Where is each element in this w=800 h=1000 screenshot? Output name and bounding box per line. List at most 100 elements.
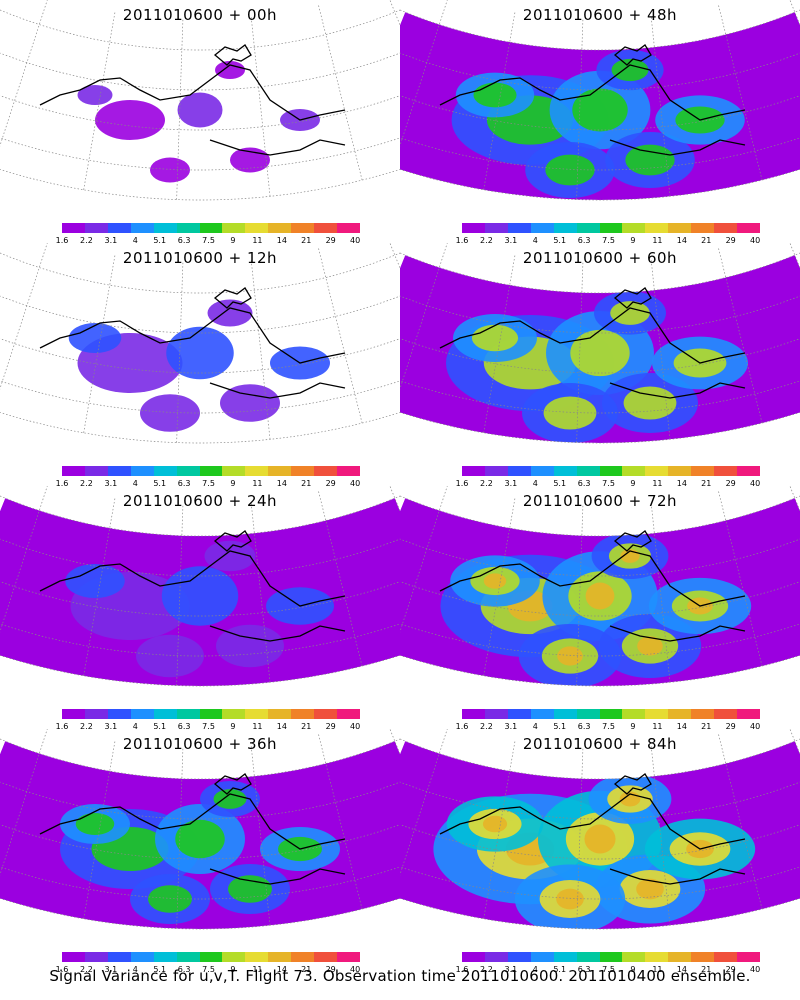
colorbar-swatch [199, 223, 223, 233]
colorbar-label: 14 [676, 479, 687, 488]
colorbar-label: 1.6 [455, 965, 469, 974]
colorbar-swatch [599, 466, 623, 476]
colorbar-swatch [153, 709, 177, 719]
colorbar-label: 11 [652, 236, 663, 245]
colorbar-label: 1.6 [455, 722, 469, 731]
colorbar-swatch [245, 223, 269, 233]
colorbar-swatch [737, 952, 760, 962]
colorbar-label: 3.1 [504, 236, 518, 245]
colorbar-label: 21 [301, 722, 312, 731]
colorbar-swatch [576, 952, 600, 962]
colorbar-label: 29 [725, 722, 736, 731]
colorbar-label: 4 [132, 236, 138, 245]
colorbar-label: 21 [301, 965, 312, 974]
colorbar-swatch [530, 466, 554, 476]
colorbar-label: 1.6 [55, 236, 69, 245]
colorbar-label: 5.1 [153, 722, 167, 731]
colorbar-labels: 1.6 2.2 3.1 4 5.1 6.3 7.5 9 11 14 21 29 40 [452, 236, 770, 246]
colorbar-label: 6.3 [177, 722, 191, 731]
colorbar-swatch [314, 223, 338, 233]
colorbar-label: 2.2 [80, 236, 93, 245]
colorbar-label: 2.2 [80, 479, 93, 488]
colorbar-label: 5.1 [553, 236, 567, 245]
colorbar-label: 11 [252, 236, 263, 245]
colorbar-label: 3.1 [104, 236, 118, 245]
colorbar-label: 2.2 [480, 236, 493, 245]
colorbar-swatch [199, 466, 223, 476]
colorbar-label: 7.5 [202, 479, 215, 488]
colorbar-label: 9 [630, 479, 636, 488]
colorbar-label: 9 [230, 722, 236, 731]
colorbar-label: 1.6 [455, 236, 469, 245]
colorbar-label: 6.3 [577, 965, 591, 974]
colorbar-swatch [553, 466, 577, 476]
colorbar-swatch [176, 709, 200, 719]
colorbar-label: 9 [630, 722, 636, 731]
colorbar-swatch [691, 952, 715, 962]
colorbar-label: 11 [652, 479, 663, 488]
panel-title: 2011010600 + 60h [522, 249, 678, 267]
colorbar-label: 3.1 [504, 479, 518, 488]
colorbar-swatch [599, 223, 623, 233]
colorbar-label: 3.1 [104, 722, 118, 731]
colorbar [62, 466, 360, 476]
colorbar-swatch [245, 466, 269, 476]
colorbar-swatch [291, 952, 315, 962]
forecast-panel: 2011010600 + 84h 1.6 2.2 3.1 4 5.1 6.3 7.5 9 11 14… [400, 729, 800, 974]
colorbar-label: 29 [325, 722, 336, 731]
colorbar-swatch [314, 709, 338, 719]
colorbar-swatch [62, 952, 85, 962]
colorbar-swatch [62, 466, 85, 476]
colorbar-swatch [553, 709, 577, 719]
colorbar-label: 2.2 [480, 965, 493, 974]
colorbar-swatch [222, 466, 246, 476]
colorbar-swatch [62, 223, 85, 233]
colorbar-swatch [507, 952, 531, 962]
colorbar-swatch [462, 952, 485, 962]
colorbar-swatch [245, 709, 269, 719]
colorbar-label: 2.2 [80, 722, 93, 731]
colorbar-label: 6.3 [577, 479, 591, 488]
colorbar-swatch [668, 223, 692, 233]
colorbar-swatch [622, 223, 646, 233]
colorbar-label: 6.3 [577, 236, 591, 245]
forecast-panel: 2011010600 + 60h 1.6 2.2 3.1 4 5.1 6.3 7.5 9 11 14… [400, 243, 800, 488]
colorbar-label: 14 [276, 722, 287, 731]
colorbar-swatch [576, 466, 600, 476]
colorbar-swatch [668, 709, 692, 719]
colorbar-label: 11 [652, 722, 663, 731]
colorbar-swatch [153, 223, 177, 233]
panel-title: 2011010600 + 12h [122, 249, 278, 267]
colorbar-swatch [645, 952, 669, 962]
colorbar-swatch [107, 709, 131, 719]
colorbar-swatch [645, 709, 669, 719]
colorbar-label: 21 [301, 236, 312, 245]
colorbar-swatch [176, 466, 200, 476]
colorbar-label: 14 [676, 722, 687, 731]
colorbar-swatch [622, 709, 646, 719]
colorbar-swatch [714, 709, 738, 719]
colorbar-label: 21 [701, 722, 712, 731]
colorbar-swatch [176, 223, 200, 233]
colorbar-swatch [737, 466, 760, 476]
colorbar-label: 14 [676, 965, 687, 974]
colorbar-label: 7.5 [602, 965, 615, 974]
colorbar-label: 3.1 [104, 965, 118, 974]
colorbar-swatch [484, 223, 508, 233]
colorbar-label: 40 [750, 722, 761, 731]
colorbar-label: 40 [350, 236, 361, 245]
colorbar-swatch [62, 709, 85, 719]
colorbar-swatch [484, 709, 508, 719]
colorbar-swatch [645, 223, 669, 233]
forecast-panel: 2011010600 + 48h 1.6 2.2 3.1 4 5.1 6.3 7.5 9 11 14… [400, 0, 800, 245]
colorbar-swatch [507, 709, 531, 719]
colorbar-label: 1.6 [455, 479, 469, 488]
colorbar-swatch [314, 466, 338, 476]
colorbar-label: 14 [676, 236, 687, 245]
forecast-panel: 2011010600 + 72h 1.6 2.2 3.1 4 5.1 6.3 7.5 9 11 14… [400, 486, 800, 731]
colorbar-swatch [107, 466, 131, 476]
colorbar-label: 21 [701, 236, 712, 245]
colorbar-label: 4 [132, 965, 138, 974]
panel-title: 2011010600 + 00h [122, 6, 278, 24]
colorbar [462, 223, 760, 233]
